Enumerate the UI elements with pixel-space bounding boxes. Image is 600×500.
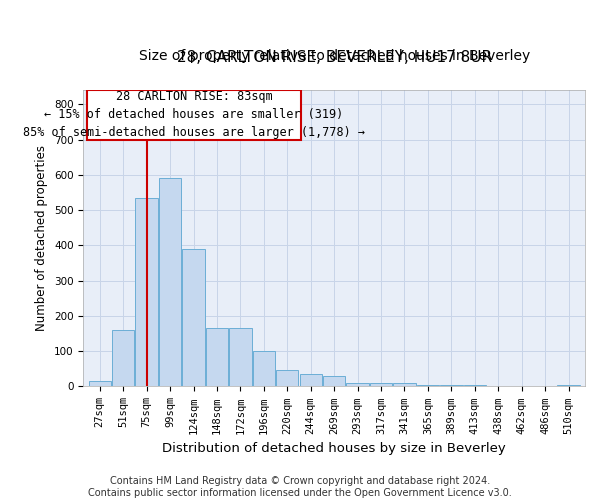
- Bar: [276, 370, 298, 386]
- Bar: [112, 330, 134, 386]
- Bar: [136, 198, 158, 386]
- Y-axis label: Number of detached properties: Number of detached properties: [35, 146, 49, 332]
- Bar: [394, 383, 416, 386]
- Bar: [346, 383, 369, 386]
- Bar: [557, 384, 580, 386]
- X-axis label: Distribution of detached houses by size in Beverley: Distribution of detached houses by size …: [162, 442, 506, 455]
- Bar: [323, 376, 346, 386]
- Title: Size of property relative to detached houses in Beverley: Size of property relative to detached ho…: [139, 48, 530, 62]
- Bar: [370, 383, 392, 386]
- Bar: [159, 178, 181, 386]
- Text: Contains HM Land Registry data © Crown copyright and database right 2024.
Contai: Contains HM Land Registry data © Crown c…: [88, 476, 512, 498]
- Bar: [299, 374, 322, 386]
- Text: 28, CARLTON RISE, BEVERLEY, HU17 8UR: 28, CARLTON RISE, BEVERLEY, HU17 8UR: [176, 50, 492, 65]
- Bar: [182, 249, 205, 386]
- Bar: [206, 328, 228, 386]
- Bar: [417, 384, 439, 386]
- Bar: [440, 384, 463, 386]
- FancyBboxPatch shape: [87, 90, 301, 140]
- Bar: [253, 351, 275, 386]
- Bar: [89, 381, 111, 386]
- Bar: [229, 328, 251, 386]
- Text: 28 CARLTON RISE: 83sqm
← 15% of detached houses are smaller (319)
85% of semi-de: 28 CARLTON RISE: 83sqm ← 15% of detached…: [23, 90, 365, 140]
